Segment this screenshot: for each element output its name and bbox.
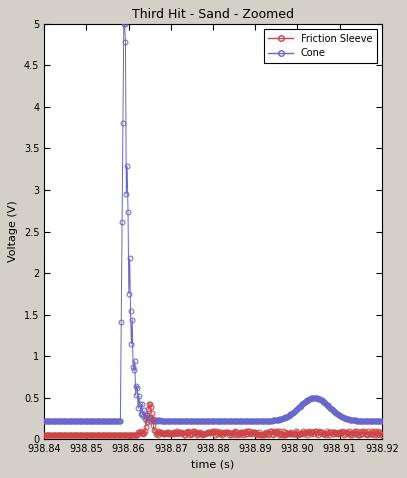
- Legend: Friction Sleeve, Cone: Friction Sleeve, Cone: [264, 29, 377, 63]
- Y-axis label: Voltage (V): Voltage (V): [8, 201, 18, 262]
- Title: Third Hit - Sand - Zoomed: Third Hit - Sand - Zoomed: [132, 8, 294, 22]
- X-axis label: time (s): time (s): [191, 460, 235, 470]
